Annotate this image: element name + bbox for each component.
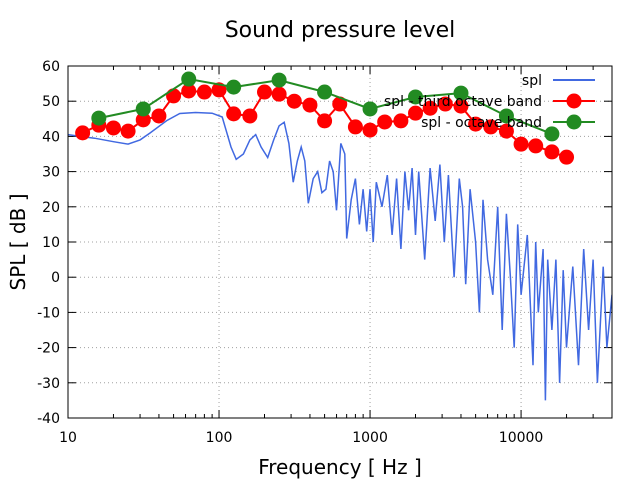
data-point bbox=[437, 96, 453, 112]
legend: spl spl - third octave band spl - octave b… bbox=[384, 73, 595, 131]
data-point bbox=[362, 122, 378, 138]
data-point bbox=[196, 84, 212, 100]
data-point bbox=[498, 108, 514, 124]
y-tick-label: 30 bbox=[42, 165, 60, 181]
y-tick-label: 60 bbox=[42, 59, 60, 75]
series-layer bbox=[68, 71, 612, 401]
data-point bbox=[483, 119, 499, 135]
data-point bbox=[151, 108, 167, 124]
data-point bbox=[226, 106, 242, 122]
legend-marker bbox=[566, 93, 582, 109]
legend-label: spl - third octave band bbox=[384, 94, 542, 110]
plot-frame bbox=[67, 65, 613, 419]
data-point bbox=[226, 79, 242, 95]
y-tick-label: 40 bbox=[42, 129, 60, 145]
data-point bbox=[135, 112, 151, 128]
data-point bbox=[544, 144, 560, 160]
data-point bbox=[453, 85, 469, 101]
y-tick-label: -30 bbox=[37, 376, 60, 392]
x-tick-label: 1000 bbox=[352, 430, 388, 446]
data-point bbox=[453, 98, 469, 114]
data-point bbox=[242, 108, 258, 124]
data-point bbox=[211, 82, 227, 98]
data-point bbox=[105, 120, 121, 136]
x-tick-label: 100 bbox=[206, 430, 233, 446]
data-point bbox=[408, 105, 424, 121]
data-point bbox=[408, 89, 424, 105]
y-tick-label: 50 bbox=[42, 94, 60, 110]
data-point bbox=[271, 72, 287, 88]
x-axis-label: Frequency [ Hz ] bbox=[258, 455, 422, 479]
data-point bbox=[181, 83, 197, 99]
axis-ticks: -40 -30 -20 -10 0 10 20 30 40 50 60 10 100 1000 10000 bbox=[37, 59, 613, 446]
x-tick-label: 10 bbox=[59, 430, 77, 446]
data-point bbox=[362, 101, 378, 117]
data-point bbox=[271, 86, 287, 102]
data-point bbox=[377, 114, 393, 130]
data-point bbox=[75, 125, 91, 141]
legend-label: spl - octave band bbox=[421, 115, 542, 131]
series-line-spl bbox=[68, 111, 612, 401]
data-point bbox=[393, 113, 409, 129]
chart-title: Sound pressure level bbox=[225, 18, 456, 43]
data-point bbox=[468, 116, 484, 132]
data-point bbox=[256, 84, 272, 100]
data-point bbox=[544, 126, 560, 142]
data-point bbox=[302, 97, 318, 113]
data-point bbox=[347, 119, 363, 135]
y-tick-label: -20 bbox=[37, 341, 60, 357]
data-point bbox=[181, 71, 197, 87]
data-point bbox=[559, 149, 575, 165]
data-point bbox=[528, 138, 544, 154]
y-tick-label: 20 bbox=[42, 200, 60, 216]
data-point bbox=[120, 123, 136, 139]
y-tick-label: 10 bbox=[42, 235, 60, 251]
y-tick-label: -40 bbox=[37, 411, 60, 427]
data-point bbox=[166, 88, 182, 104]
data-point bbox=[422, 100, 438, 116]
legend-marker bbox=[566, 114, 582, 130]
data-point bbox=[332, 96, 348, 112]
grid bbox=[68, 66, 612, 418]
y-axis-label: SPL [ dB ] bbox=[6, 194, 30, 291]
data-point bbox=[286, 93, 302, 109]
data-point bbox=[317, 113, 333, 129]
y-tick-label: 0 bbox=[51, 270, 60, 286]
data-point bbox=[513, 136, 529, 152]
data-point bbox=[317, 84, 333, 100]
y-tick-label: -10 bbox=[37, 305, 60, 321]
legend-label: spl bbox=[522, 73, 542, 89]
x-tick-label: 10000 bbox=[499, 430, 544, 446]
data-point bbox=[498, 123, 514, 139]
data-point bbox=[91, 110, 107, 126]
data-point bbox=[135, 101, 151, 117]
